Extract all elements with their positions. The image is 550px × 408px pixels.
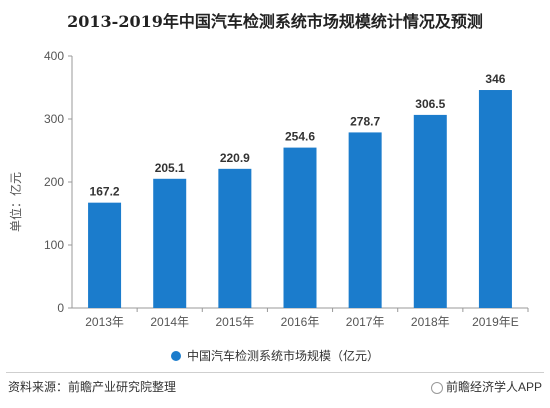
data-label: 167.2 (90, 185, 120, 199)
bars (88, 90, 512, 309)
bar (348, 132, 382, 308)
x-tick-label: 2013年 (85, 315, 124, 329)
bar (478, 90, 512, 309)
bar (413, 114, 447, 308)
bar (218, 168, 252, 308)
brand-name: 前瞻经济学人APP (445, 380, 542, 394)
bar (283, 147, 317, 308)
footer-divider (6, 372, 544, 373)
legend: 中国汽车检测系统市场规模（亿元） (0, 347, 550, 364)
x-tick-label: 2015年 (216, 315, 255, 329)
legend-marker-icon (170, 350, 181, 361)
data-label: 346 (485, 72, 505, 86)
data-label: 254.6 (285, 130, 315, 144)
y-tick-label: 200 (44, 175, 64, 189)
legend-label: 中国汽车检测系统市场规模（亿元） (186, 349, 379, 363)
brand-credit: 前瞻经济学人APP (430, 378, 542, 395)
x-tick-label: 2018年 (411, 315, 450, 329)
data-label: 205.1 (155, 161, 185, 175)
data-label: 306.5 (415, 97, 445, 111)
data-label: 220.9 (220, 151, 250, 165)
y-tick-label: 100 (44, 238, 64, 252)
y-axis: 0 100 200 300 400 (44, 49, 73, 315)
x-tick-label: 2019年E (472, 315, 519, 329)
brand-logo-icon (430, 381, 443, 394)
value-labels: 167.2 205.1 220.9 254.6 278.7 306.5 346 (90, 72, 506, 199)
x-axis: 2013年 2014年 2015年 2016年 2017年 2018年 2019年E (72, 307, 529, 329)
x-tick-label: 2017年 (346, 315, 385, 329)
x-tick-label: 2016年 (281, 315, 320, 329)
bar (153, 178, 187, 308)
y-tick-label: 300 (44, 112, 64, 126)
y-axis-title: 单位：亿元 (8, 172, 23, 232)
data-label: 278.7 (350, 114, 380, 128)
bar (88, 202, 122, 308)
chart-title: 2013-2019年中国汽车检测系统市场规模统计情况及预测 (67, 12, 483, 31)
source-note: 资料来源：前瞻产业研究院整理 (8, 380, 177, 394)
x-tick-label: 2014年 (150, 315, 189, 329)
y-tick-label: 400 (44, 49, 64, 63)
y-tick-label: 0 (57, 301, 64, 315)
